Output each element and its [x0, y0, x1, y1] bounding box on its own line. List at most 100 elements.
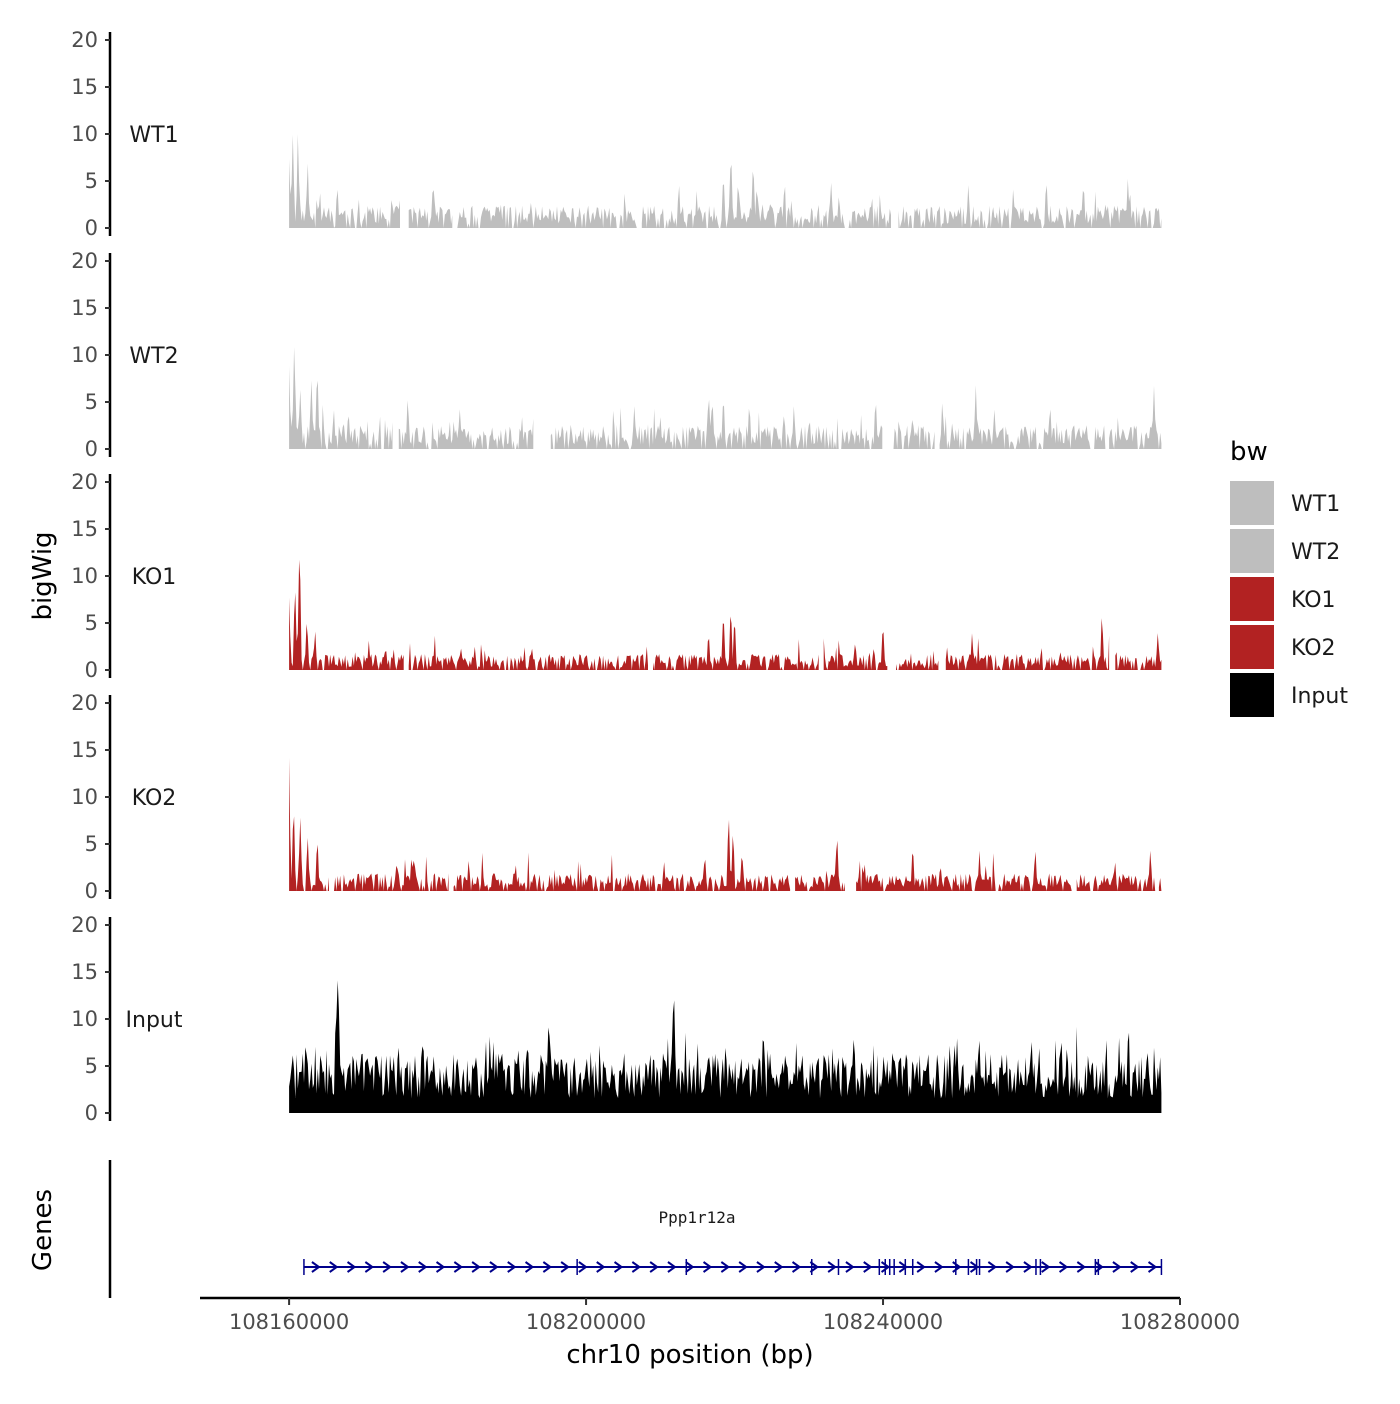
y-tick-label: 5 [85, 390, 98, 414]
legend-swatch-wt2 [1230, 529, 1274, 573]
strand-arrow [1147, 1261, 1158, 1273]
legend-swatch-wt1 [1230, 481, 1274, 525]
strand-arrow [845, 1261, 855, 1273]
legend: bw WT1 WT2 KO1 KO2 Input [1230, 437, 1348, 717]
strand-arrow [329, 1261, 339, 1273]
x-axis: 108160000 108200000 108240000 108280000 [200, 1296, 1240, 1334]
y-tick-label: 5 [85, 169, 98, 193]
y-tick-label: 20 [71, 470, 98, 494]
y-tick-label: 15 [71, 517, 98, 541]
y-tick-label: 10 [71, 785, 98, 809]
track-input: 0 5 10 15 20 Input [71, 913, 1162, 1125]
strand-arrow [1130, 1261, 1140, 1273]
gene-track: 108160000 108200000 108240000 108280000 [108, 1160, 1240, 1334]
y-axis-title: bigWig [28, 531, 58, 620]
legend-label-ko1: KO1 [1291, 588, 1336, 613]
y-tick-label: 15 [71, 738, 98, 762]
x-tick-label: 108240000 [823, 1310, 943, 1334]
legend-label-wt1: WT1 [1291, 492, 1340, 517]
strand-arrow [418, 1261, 428, 1273]
track-label-input: Input [126, 1008, 183, 1033]
track-wt2: 0 5 10 15 20 WT2 [71, 249, 1162, 461]
y-tick-label: 15 [71, 960, 98, 984]
y-tick-label: 15 [71, 296, 98, 320]
legend-items: WT1 WT2 KO1 KO2 Input [1230, 481, 1348, 717]
strand-arrow [507, 1261, 517, 1273]
gene-name-label: Ppp1r12a [658, 1208, 735, 1227]
strand-arrow [934, 1261, 944, 1273]
strand-arrow [1094, 1261, 1104, 1273]
strand-arrow [756, 1261, 766, 1273]
legend-swatch-input [1230, 673, 1274, 717]
strand-arrow [1041, 1261, 1051, 1273]
track-ko1: 0 5 10 15 20 KO1 [71, 470, 1162, 682]
track-label-wt1: WT1 [129, 123, 178, 148]
x-tick-label: 108280000 [1120, 1310, 1240, 1334]
y-tick-label: 20 [71, 28, 98, 52]
strand-arrow [453, 1261, 464, 1273]
strand-arrow [969, 1261, 980, 1273]
strand-arrow [613, 1261, 624, 1273]
y-tick-label: 10 [71, 122, 98, 146]
strand-arrow [596, 1261, 606, 1273]
strand-arrow [880, 1261, 891, 1273]
strand-arrow [987, 1261, 998, 1273]
y-tick-label: 15 [71, 75, 98, 99]
tracks-layer: 0 5 10 15 20 WT1 0 5 10 15 20 WT2 0 5 10 15 20 KO1 0 5 10 15 2… [71, 28, 1162, 1125]
track-label-wt2: WT2 [129, 344, 178, 369]
strand-arrow [1112, 1261, 1122, 1273]
legend-label-ko2: KO2 [1291, 636, 1336, 661]
y-tick-label: 20 [71, 913, 98, 937]
strand-arrow [720, 1261, 731, 1273]
track-ko2: 0 5 10 15 20 KO2 [71, 691, 1162, 903]
y-tick-label: 0 [85, 437, 98, 461]
strand-arrow [435, 1261, 446, 1273]
gene-track-label: Genes [28, 1189, 58, 1271]
strand-arrow [649, 1261, 659, 1273]
strand-arrow [1005, 1261, 1015, 1273]
y-tick-label: 0 [85, 879, 98, 903]
strand-arrow [916, 1261, 926, 1273]
y-tick-label: 20 [71, 249, 98, 273]
strand-arrow [364, 1261, 375, 1273]
signal-area-wt1 [289, 134, 1162, 228]
y-tick-label: 20 [71, 691, 98, 715]
strand-arrow [1058, 1261, 1069, 1273]
strand-arrow [667, 1261, 677, 1273]
strand-arrow [400, 1261, 410, 1273]
y-tick-label: 0 [85, 658, 98, 682]
x-tick-label: 108160000 [229, 1310, 349, 1334]
strand-arrow [578, 1261, 588, 1273]
signal-area-ko1 [289, 559, 1162, 670]
y-tick-label: 10 [71, 343, 98, 367]
x-axis-title: chr10 position (bp) [566, 1340, 813, 1370]
strand-arrow [489, 1261, 499, 1273]
strand-arrow [1023, 1261, 1033, 1273]
strand-arrow [560, 1261, 570, 1273]
y-tick-label: 0 [85, 1101, 98, 1125]
y-tick-label: 10 [71, 1007, 98, 1031]
strand-arrow [702, 1261, 713, 1273]
strand-arrow [827, 1261, 837, 1273]
signal-area-ko2 [289, 757, 1162, 891]
track-label-ko1: KO1 [132, 565, 177, 590]
track-wt1: 0 5 10 15 20 WT1 [71, 28, 1162, 240]
signal-area-input [289, 980, 1162, 1113]
strand-arrow [524, 1261, 535, 1273]
legend-swatch-ko1 [1230, 577, 1274, 621]
strand-arrow [471, 1261, 481, 1273]
legend-title: bw [1230, 437, 1268, 467]
strand-arrow [774, 1261, 784, 1273]
strand-arrow [809, 1261, 820, 1273]
x-tick-label: 108200000 [526, 1310, 646, 1334]
signal-area-wt2 [289, 347, 1162, 449]
strand-arrow [863, 1261, 873, 1273]
y-tick-label: 10 [71, 564, 98, 588]
y-tick-label: 5 [85, 1054, 98, 1078]
strand-arrow [738, 1261, 748, 1273]
y-tick-label: 0 [85, 216, 98, 240]
strand-arrow [311, 1261, 321, 1273]
y-tick-label: 5 [85, 832, 98, 856]
strand-arrow [898, 1261, 909, 1273]
